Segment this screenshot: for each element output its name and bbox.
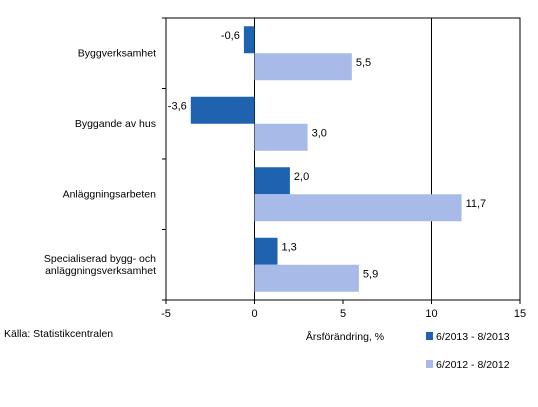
x-tick-label: 0 — [251, 308, 257, 320]
category-label: Specialiserad bygg- och — [44, 253, 156, 265]
category-label: Anläggningsarbeten — [63, 188, 157, 200]
data-label: 5,9 — [363, 268, 378, 280]
bar — [254, 237, 278, 265]
x-axis-label: Årsförändring, % — [306, 330, 384, 343]
bar — [190, 96, 255, 124]
data-label: 5,5 — [356, 57, 371, 69]
category-label: anläggningsverksamhet — [45, 265, 156, 277]
category-label: Byggande av hus — [75, 118, 156, 130]
bar — [254, 53, 352, 81]
data-label: 2,0 — [294, 171, 309, 183]
data-label: 3,0 — [312, 127, 327, 139]
bar — [254, 123, 308, 151]
data-label: 11,7 — [466, 198, 487, 210]
bar — [254, 167, 290, 195]
legend-swatch — [426, 332, 433, 340]
category-label: Byggverksamhet — [78, 47, 156, 59]
data-label: -0,6 — [221, 30, 240, 42]
x-tick-label: -5 — [161, 308, 171, 320]
legend-swatch — [426, 360, 433, 368]
source-note: Källa: Statistikcentralen — [4, 328, 114, 340]
x-tick-label: 15 — [514, 308, 526, 320]
legend-label: 6/2013 - 8/2013 — [436, 331, 510, 343]
bar — [254, 194, 462, 222]
x-tick-label: 10 — [425, 308, 437, 320]
bar — [243, 26, 255, 54]
data-label: -3,6 — [168, 100, 187, 112]
legend-label: 6/2012 - 8/2012 — [436, 359, 510, 371]
data-label: 1,3 — [282, 241, 297, 253]
x-tick-label: 5 — [340, 308, 346, 320]
bar — [254, 264, 359, 292]
